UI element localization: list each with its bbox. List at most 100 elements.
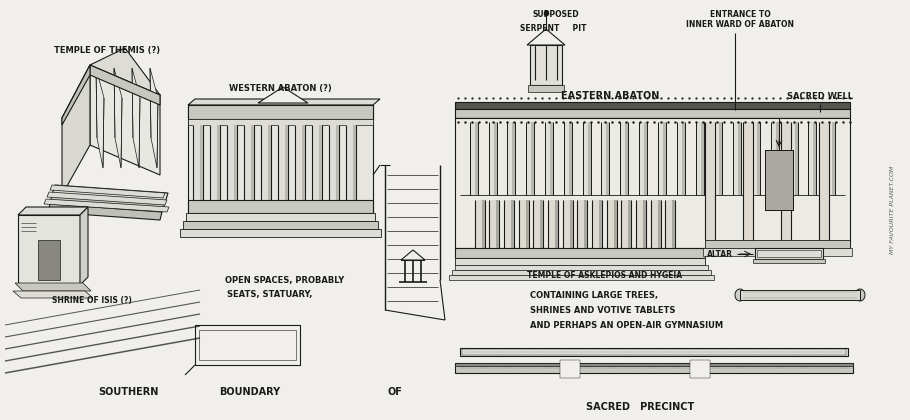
Text: SHRINE OF ISIS (?): SHRINE OF ISIS (?) <box>52 296 132 304</box>
Polygon shape <box>530 45 562 85</box>
Polygon shape <box>705 122 715 240</box>
Polygon shape <box>602 122 610 195</box>
Polygon shape <box>455 265 708 270</box>
Polygon shape <box>644 122 647 195</box>
Polygon shape <box>475 200 485 248</box>
Polygon shape <box>329 125 339 200</box>
Polygon shape <box>519 200 529 248</box>
Polygon shape <box>62 65 90 125</box>
Polygon shape <box>188 105 373 119</box>
Polygon shape <box>504 200 514 248</box>
Polygon shape <box>227 125 237 200</box>
Text: OPEN SPACES, PROBABLY: OPEN SPACES, PROBABLY <box>226 276 345 284</box>
Text: INNER WARD OF ABATON: INNER WARD OF ABATON <box>686 19 794 29</box>
Bar <box>690 360 710 378</box>
Polygon shape <box>346 125 356 200</box>
Bar <box>757 250 821 257</box>
Polygon shape <box>217 125 220 200</box>
Ellipse shape <box>735 289 745 301</box>
Polygon shape <box>455 248 705 258</box>
Polygon shape <box>682 122 684 195</box>
Polygon shape <box>588 122 591 195</box>
Polygon shape <box>455 109 850 118</box>
Polygon shape <box>622 200 632 248</box>
Polygon shape <box>18 215 80 285</box>
Bar <box>455 363 853 373</box>
Polygon shape <box>701 122 703 195</box>
Text: SACRED   PRECINCT: SACRED PRECINCT <box>586 402 694 412</box>
Bar <box>199 330 296 360</box>
Polygon shape <box>90 65 160 175</box>
Bar <box>462 349 846 355</box>
Text: ALTAR: ALTAR <box>707 249 733 258</box>
Polygon shape <box>13 291 93 298</box>
Polygon shape <box>662 122 666 195</box>
Polygon shape <box>714 122 723 195</box>
Polygon shape <box>790 122 797 195</box>
Polygon shape <box>481 200 485 248</box>
Polygon shape <box>48 204 162 220</box>
Polygon shape <box>278 125 288 200</box>
Text: OF: OF <box>388 387 402 397</box>
Polygon shape <box>599 200 602 248</box>
Polygon shape <box>719 122 723 195</box>
Text: SOUTHERN: SOUTHERN <box>97 387 158 397</box>
Polygon shape <box>150 68 158 168</box>
Bar <box>193 125 368 200</box>
Polygon shape <box>193 125 203 200</box>
Polygon shape <box>832 122 835 195</box>
Polygon shape <box>319 125 322 200</box>
Polygon shape <box>819 122 829 240</box>
Polygon shape <box>643 200 646 248</box>
Polygon shape <box>312 125 322 200</box>
Polygon shape <box>569 122 571 195</box>
Polygon shape <box>470 122 478 195</box>
Text: EASTERN ABATON: EASTERN ABATON <box>561 91 659 101</box>
Text: ENTRANCE TO: ENTRANCE TO <box>710 10 771 18</box>
Polygon shape <box>490 200 500 248</box>
Polygon shape <box>562 200 572 248</box>
Polygon shape <box>18 207 88 215</box>
Polygon shape <box>188 119 373 125</box>
Text: SEATS, STATUARY,: SEATS, STATUARY, <box>228 289 313 299</box>
Polygon shape <box>188 105 373 215</box>
Polygon shape <box>555 200 558 248</box>
Polygon shape <box>621 122 628 195</box>
Polygon shape <box>625 122 628 195</box>
Bar <box>460 348 848 356</box>
Polygon shape <box>258 87 308 103</box>
Polygon shape <box>401 250 425 260</box>
Polygon shape <box>285 125 288 200</box>
Polygon shape <box>62 65 160 148</box>
Polygon shape <box>577 200 587 248</box>
Polygon shape <box>62 65 90 195</box>
Text: SACRED WELL: SACRED WELL <box>787 92 853 100</box>
Polygon shape <box>527 29 565 45</box>
Polygon shape <box>90 65 160 105</box>
Polygon shape <box>47 192 167 205</box>
Polygon shape <box>607 200 617 248</box>
Text: SUPPOSED: SUPPOSED <box>532 10 580 18</box>
Polygon shape <box>186 213 375 221</box>
Polygon shape <box>636 200 646 248</box>
Polygon shape <box>336 125 339 200</box>
Polygon shape <box>665 200 675 248</box>
Polygon shape <box>200 125 203 200</box>
Polygon shape <box>775 122 779 195</box>
Polygon shape <box>584 200 587 248</box>
Bar <box>455 363 853 366</box>
Polygon shape <box>531 122 534 195</box>
Polygon shape <box>188 99 380 105</box>
Polygon shape <box>512 122 515 195</box>
Polygon shape <box>496 200 500 248</box>
Polygon shape <box>651 200 661 248</box>
Polygon shape <box>511 200 514 248</box>
Polygon shape <box>703 248 852 256</box>
Polygon shape <box>771 122 779 195</box>
Polygon shape <box>582 122 591 195</box>
Polygon shape <box>606 122 610 195</box>
Polygon shape <box>302 125 305 200</box>
Polygon shape <box>548 200 558 248</box>
Bar <box>740 290 860 300</box>
Polygon shape <box>508 122 515 195</box>
